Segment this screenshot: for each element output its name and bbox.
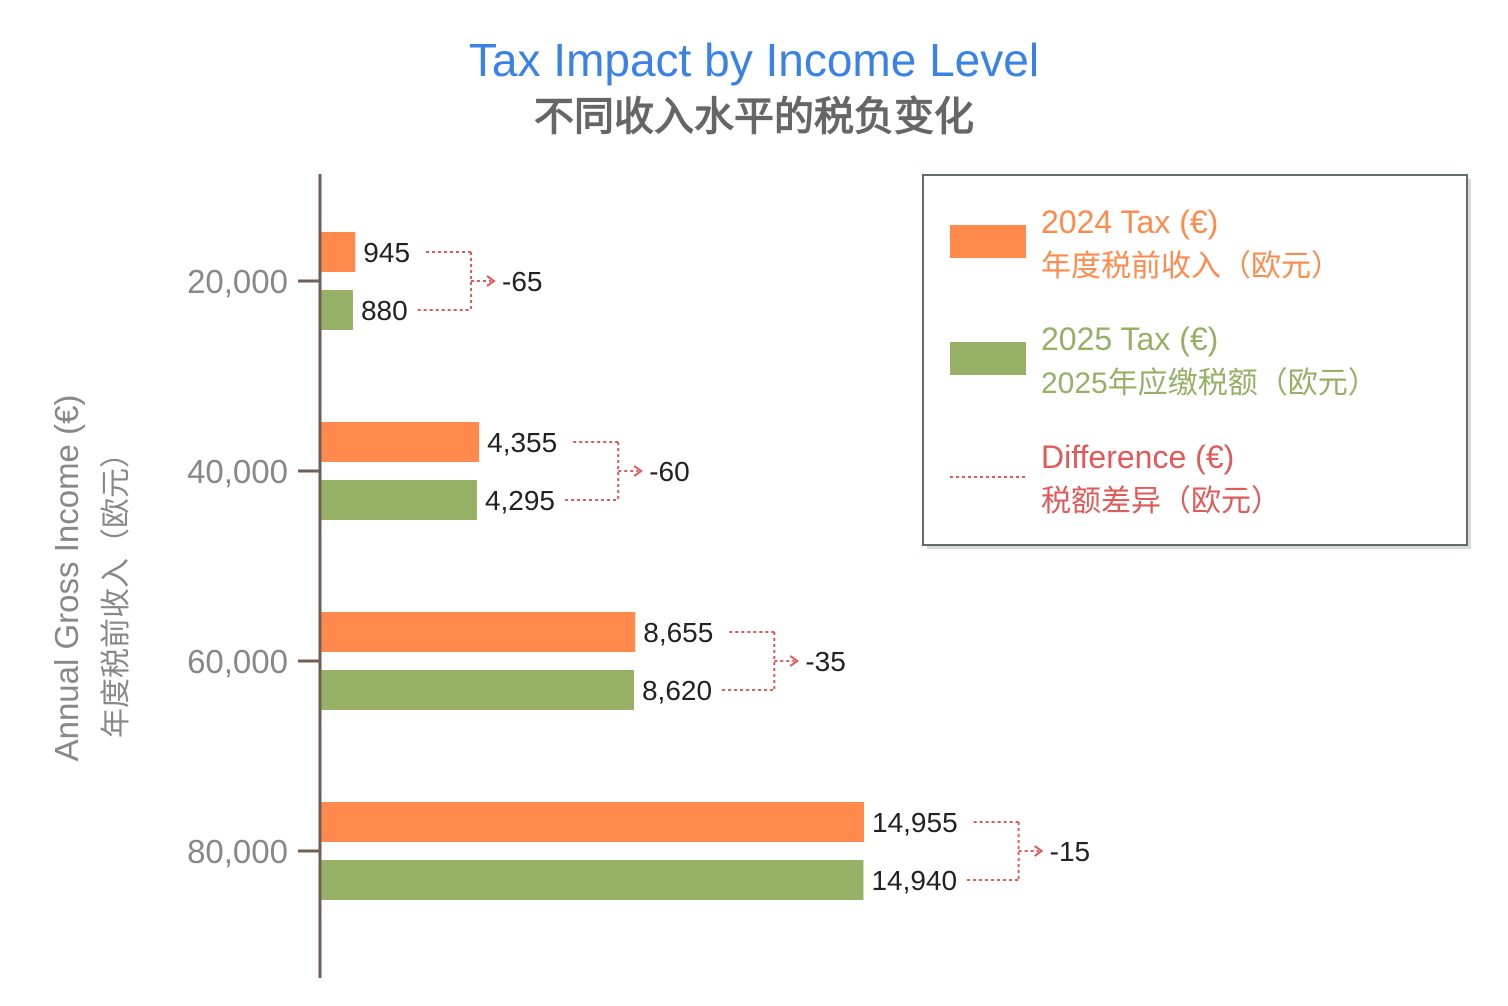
y-tick-label: 60,000	[187, 643, 288, 680]
value-label-2024: 4,355	[487, 427, 557, 458]
value-label-2024: 945	[363, 237, 410, 268]
bar-2025	[321, 670, 634, 710]
legend-label-difference-cn: 税额差异（欧元）	[1041, 485, 1281, 518]
legend-label-difference: Difference (€)	[1041, 439, 1234, 475]
bar-2025	[321, 480, 477, 520]
difference-label: -15	[1050, 836, 1090, 867]
bar-2024	[321, 422, 480, 462]
value-label-2025: 8,620	[642, 675, 712, 706]
value-label-2025: 4,295	[485, 485, 555, 516]
difference-arrow	[486, 275, 496, 287]
value-label-2024: 8,655	[643, 617, 713, 648]
bar-2024	[321, 802, 864, 842]
y-tick-label: 20,000	[187, 263, 288, 300]
difference-label: -65	[502, 266, 542, 297]
legend: 2024 Tax (€) 年度税前收入（欧元） 2025 Tax (€) 202…	[922, 174, 1471, 549]
y-axis-title: Annual Gross Income (€) 年度税前收入（欧元）	[48, 395, 133, 762]
legend-label-2024-cn: 年度税前收入（欧元）	[1041, 250, 1341, 283]
legend-label-2025: 2025 Tax (€)	[1041, 321, 1218, 357]
difference-arrow	[1034, 845, 1044, 857]
value-label-2024: 14,955	[872, 807, 958, 838]
difference-arrow	[789, 655, 800, 667]
y-axis-title-en: Annual Gross Income (€)	[48, 395, 85, 762]
bar-2024	[321, 612, 636, 652]
value-label-2025: 880	[361, 295, 408, 326]
y-tick-label: 40,000	[187, 453, 288, 490]
bar-2024	[321, 232, 356, 272]
legend-swatch-2024	[950, 225, 1026, 258]
bar-2025	[321, 860, 864, 900]
legend-label-2025-cn: 2025年应缴税额（欧元）	[1041, 367, 1378, 400]
chart-subtitle: 不同收入水平的税负变化	[534, 95, 974, 139]
plot-area: 20,000 945 880 -65 40,000 4,355 4,295 -60 60,000…	[187, 232, 1090, 900]
difference-label: -60	[649, 456, 689, 487]
difference-arrow	[633, 465, 643, 477]
y-axis-title-cn: 年度税前收入（欧元）	[100, 438, 133, 738]
chart-title: Tax Impact by Income Level	[469, 34, 1039, 86]
value-label-2025: 14,940	[871, 865, 957, 896]
bar-2025	[321, 290, 353, 330]
legend-label-2024: 2024 Tax (€)	[1041, 204, 1218, 240]
legend-swatch-2025	[950, 342, 1026, 375]
y-tick-label: 80,000	[187, 833, 288, 870]
difference-label: -35	[805, 646, 845, 677]
